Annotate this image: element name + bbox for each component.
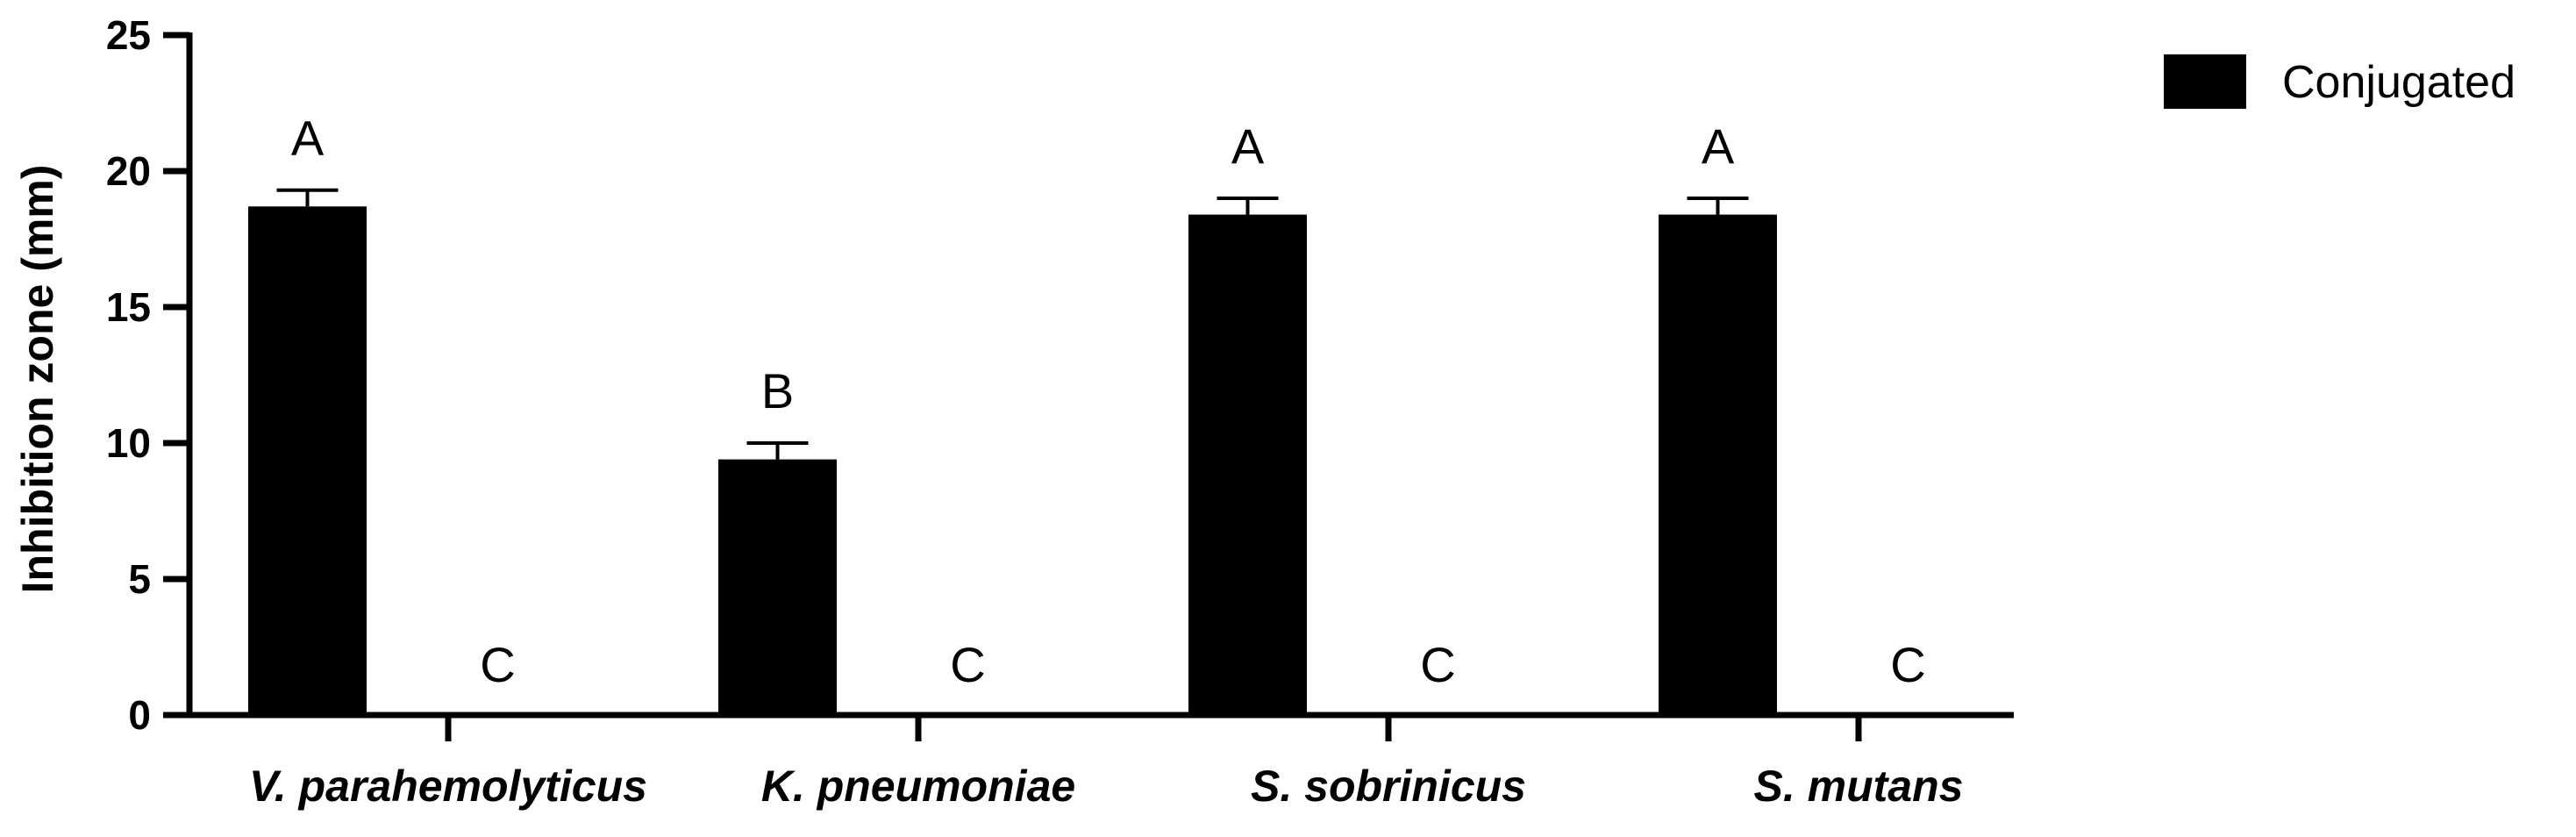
- y-tick-label-5: 5: [128, 556, 151, 602]
- y-axis-label: Inhibition zone (mm): [13, 165, 62, 594]
- sig-label-conjugated-1: A: [291, 111, 325, 166]
- y-tick-label-15: 15: [106, 284, 151, 330]
- sig-label-zero-3: C: [1420, 637, 1455, 692]
- bar-conjugated-1: [248, 206, 367, 716]
- plot-area: 0 5 10 15 20 25 A C V. parahemolyticus B C K. pneum…: [106, 12, 2014, 811]
- y-tick-label-10: 10: [106, 420, 151, 466]
- sig-label-conjugated-3: A: [1231, 118, 1265, 174]
- legend-label-conjugated: Conjugated: [2282, 57, 2515, 108]
- x-tick-label-4: S. mutans: [1754, 762, 1964, 811]
- bar-conjugated-2: [718, 459, 837, 715]
- sig-label-conjugated-2: B: [761, 363, 794, 418]
- sig-label-conjugated-4: A: [1702, 118, 1735, 174]
- x-tick-label-1: V. parahemolyticus: [249, 762, 647, 811]
- bar-conjugated-3: [1188, 214, 1307, 716]
- sig-label-zero-2: C: [950, 637, 985, 692]
- y-tick-label-0: 0: [128, 692, 151, 738]
- legend-swatch-conjugated: [2164, 54, 2246, 109]
- bar-conjugated-4: [1659, 214, 1777, 716]
- x-tick-label-3: S. sobrinicus: [1251, 762, 1526, 811]
- sig-label-zero-1: C: [480, 637, 515, 692]
- y-tick-label-20: 20: [106, 148, 151, 194]
- x-tick-label-2: K. pneumoniae: [761, 762, 1075, 811]
- sig-label-zero-4: C: [1890, 637, 1925, 692]
- y-tick-label-25: 25: [106, 12, 151, 58]
- legend: Conjugated: [2164, 54, 2515, 109]
